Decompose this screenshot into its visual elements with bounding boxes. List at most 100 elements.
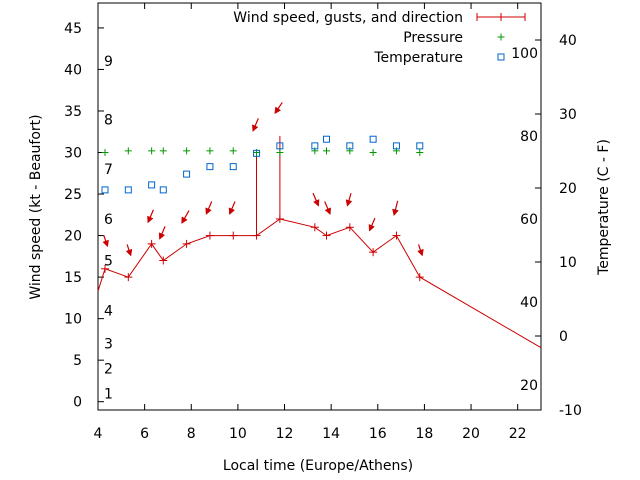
left-tick-label: 30 [64,146,82,162]
beaufort-scale-labels: 1 2 3 4 5 6 7 8 9 [104,54,113,402]
legend-entry: Temperature [373,50,505,66]
beaufort-label: 8 [104,112,113,128]
left-tick-label: 40 [64,62,82,78]
wind-point [369,248,378,257]
wind-point [415,273,424,282]
temperature-point [101,186,109,194]
right-tick-label: 20 [559,181,577,197]
fahrenheit-scale-labels: 20 40 60 80 100 [511,46,538,394]
pressure-point [183,147,191,155]
wind-direction-arrow [274,102,283,115]
beaufort-label: 9 [104,54,113,70]
x-tick-label: 10 [229,426,247,442]
left-tick-label: 45 [64,21,82,37]
beaufort-label: 1 [104,386,113,402]
wind-point [322,231,331,240]
wind-point [275,214,284,223]
pressure-point [206,147,214,155]
legend-entry: Pressure [403,30,505,46]
right-axis-label: Temperature (C - F) [596,139,612,276]
legend-label: Temperature [373,50,463,66]
wind-direction-arrow [345,192,353,207]
temperature-point [124,186,132,194]
right-axis-ticks: -10 0 10 20 30 40 [535,33,582,419]
wind-arrow-head [181,216,188,225]
wind-point [147,239,156,248]
x-tick-label: 6 [140,426,149,442]
beaufort-label: 2 [104,361,113,377]
wind-direction-arrow [205,201,213,216]
wind-point [182,239,191,248]
x-tick-label: 12 [276,426,294,442]
pressure-point [124,147,132,155]
temperature-series [101,135,424,194]
temperature-point [369,135,377,143]
wind-direction-arrow [102,235,109,248]
beaufort-label: 7 [104,162,113,178]
temperature-point [392,142,400,150]
temperature-point [322,135,330,143]
wind-point [310,223,319,232]
plot-frame [97,2,542,411]
temperature-point [311,142,319,150]
right-tick-label: -10 [559,403,582,419]
beaufort-label: 3 [104,337,113,353]
wind-direction-arrow [125,244,133,257]
temperature-point [276,142,284,150]
temperature-point [416,142,424,150]
fahrenheit-label: 60 [520,212,538,228]
legend-label: Wind speed, gusts, and direction [233,10,463,26]
fahrenheit-label: 40 [520,295,538,311]
wind-arrow-head [228,207,236,216]
wind-direction-arrow [158,226,166,240]
pressure-point [322,147,330,155]
wind-direction-arrow [228,201,236,216]
wind-direction-arrow [252,118,259,132]
wind-point [345,223,354,232]
wind-point [205,231,214,240]
left-tick-label: 10 [64,312,82,328]
right-tick-label: 40 [559,33,577,49]
wind-direction-arrow [392,200,399,217]
legend-label: Pressure [403,30,463,46]
left-axis-ticks: 0 5 10 15 20 25 30 35 40 45 [64,21,104,411]
wind-direction-arrow [368,217,376,232]
wind-point [100,264,109,273]
wind-arrow-head [313,199,320,207]
beaufort-label: 6 [104,212,113,228]
temperature-point [346,142,354,150]
temperature-point [159,186,167,194]
temperature-point [148,181,156,189]
legend: Wind speed, gusts, and direction Pressure… [233,10,526,66]
pressure-series [101,147,424,157]
temperature-point [183,170,191,178]
wind-direction-arrow [324,201,331,216]
legend-swatch-square [497,53,505,61]
x-tick-label: 22 [509,426,527,442]
temperature-point [206,163,214,171]
wind-point [392,231,401,240]
fahrenheit-label: 80 [520,129,538,145]
left-tick-label: 15 [64,270,82,286]
pressure-point [148,147,156,155]
left-tick-label: 0 [73,395,82,411]
left-tick-label: 25 [64,187,82,203]
wind-arrow-head [324,207,331,216]
wind-arrow-head [392,208,399,217]
left-axis-label: Wind speed (kt - Beaufort) [28,114,44,299]
x-tick-label: 14 [322,426,340,442]
wind-arrow-head [368,224,375,232]
temperature-point [253,149,261,157]
x-tick-label: 4 [94,426,103,442]
wind-arrow-head [102,239,109,248]
x-tick-label: 16 [369,426,387,442]
wind-point [159,256,168,265]
x-tick-label: 18 [416,426,434,442]
fahrenheit-label: 100 [511,46,538,62]
x-axis-label: Local time (Europe/Athens) [223,458,413,474]
wind-direction-arrow [312,192,320,207]
beaufort-label: 5 [104,253,113,269]
fahrenheit-label: 20 [520,378,538,394]
left-tick-label: 5 [73,353,82,369]
wind-direction-arrow [417,244,424,257]
